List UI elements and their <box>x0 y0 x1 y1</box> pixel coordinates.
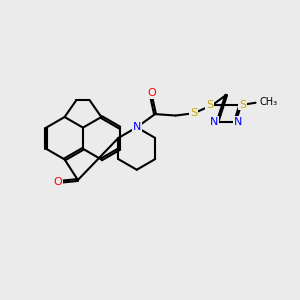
Text: N: N <box>133 122 141 132</box>
Text: N: N <box>210 117 218 127</box>
Text: S: S <box>206 100 213 110</box>
Text: O: O <box>147 88 156 98</box>
Text: CH₃: CH₃ <box>260 98 278 107</box>
Text: S: S <box>190 108 197 118</box>
Text: N: N <box>234 117 243 127</box>
Text: O: O <box>53 176 62 187</box>
Text: S: S <box>239 100 246 110</box>
